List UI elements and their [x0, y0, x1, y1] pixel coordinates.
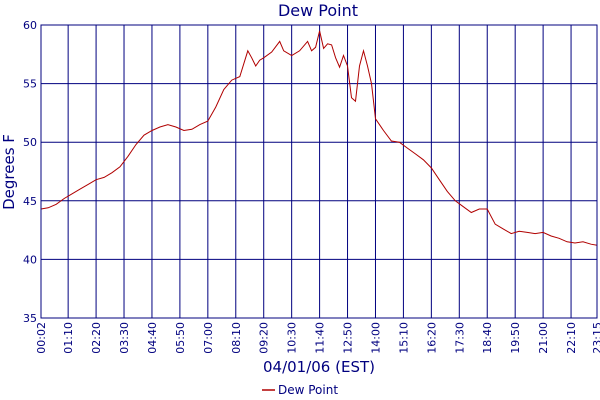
plot-border [40, 24, 598, 319]
x-tick-label: 07:00 [202, 322, 215, 354]
y-tick-label: 50 [23, 136, 37, 149]
x-axis-label: 04/01/06 (EST) [263, 358, 375, 376]
x-tick-label: 17:30 [453, 322, 466, 354]
x-tick-label: 08:10 [230, 322, 243, 354]
x-tick-label: 01:10 [62, 322, 75, 354]
x-tick-label: 16:20 [425, 322, 438, 354]
legend-label: Dew Point [278, 383, 338, 397]
x-tick-label: 02:20 [90, 322, 103, 354]
x-tick-label: 15:10 [397, 322, 410, 354]
y-tick-label: 55 [23, 78, 37, 91]
y-tick-label: 40 [23, 253, 37, 266]
x-tick-label: 03:30 [118, 322, 131, 354]
x-tick-label: 18:40 [481, 322, 494, 354]
x-tick-label: 00:02 [35, 322, 48, 354]
x-tick-label: 23:15 [591, 322, 600, 354]
x-tick-label: 19:50 [509, 322, 522, 354]
chart-title: Dew Point [278, 1, 358, 20]
x-tick-label: 21:00 [537, 322, 550, 354]
y-axis-label: Degrees F [0, 134, 18, 210]
x-tick-label: 11:40 [314, 322, 327, 354]
x-tick-label: 05:50 [174, 322, 187, 354]
x-tick-label: 14:00 [369, 322, 382, 354]
series-line-dew-point [40, 30, 598, 246]
x-tick-label: 22:10 [565, 322, 578, 354]
y-axis-ticks: 35 40 45 50 55 60 [23, 19, 37, 325]
grid [40, 24, 598, 319]
x-tick-label: 04:40 [146, 322, 159, 354]
legend: Dew Point [262, 383, 338, 397]
x-axis-ticks: 00:02 01:10 02:20 03:30 04:40 05:50 07:00 08:10… [35, 322, 600, 354]
x-tick-label: 12:50 [342, 322, 355, 354]
x-tick-label: 10:30 [286, 322, 299, 354]
y-tick-label: 35 [23, 312, 37, 325]
y-tick-label: 60 [23, 19, 37, 32]
y-tick-label: 45 [23, 195, 37, 208]
x-tick-label: 09:20 [258, 322, 271, 354]
